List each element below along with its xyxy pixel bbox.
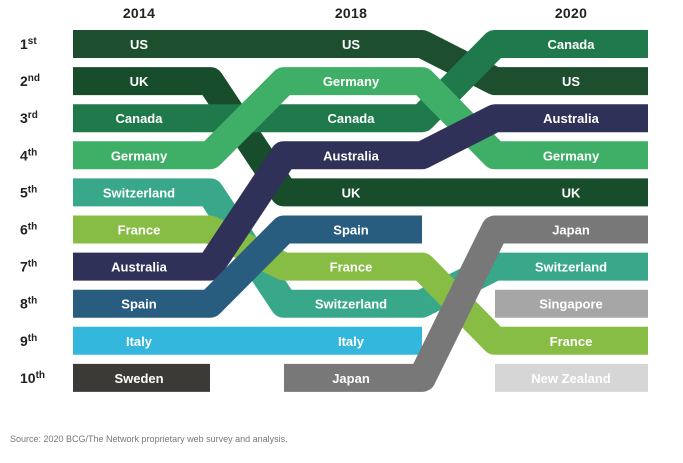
ribbon-switzerland bbox=[73, 178, 648, 318]
label-australia-2020: Australia bbox=[543, 111, 599, 126]
label-canada-2018: Canada bbox=[328, 111, 376, 126]
rank-label-6: 6th bbox=[20, 222, 37, 238]
label-spain-2018: Spain bbox=[333, 223, 368, 238]
series-labels: US US US UK UK UK Canada Canada Canada Germany Ger… bbox=[103, 37, 611, 386]
year-header-2018: 2018 bbox=[335, 5, 367, 21]
label-uk-2020: UK bbox=[562, 185, 581, 200]
ribbon-france bbox=[73, 215, 648, 355]
ribbon-us bbox=[73, 30, 648, 96]
label-us-2014: US bbox=[130, 37, 148, 52]
label-uk-2014: UK bbox=[130, 74, 149, 89]
label-switzerland-2018: Switzerland bbox=[315, 297, 387, 312]
label-sweden-2014: Sweden bbox=[114, 371, 163, 386]
rank-label-7: 7th bbox=[20, 259, 37, 275]
ribbon-australia bbox=[73, 104, 648, 281]
label-france-2020: France bbox=[550, 334, 593, 349]
label-france-2018: France bbox=[330, 260, 373, 275]
label-france-2014: France bbox=[118, 223, 161, 238]
label-canada-2020: Canada bbox=[548, 37, 596, 52]
label-australia-2014: Australia bbox=[111, 260, 167, 275]
source-note: Source: 2020 BCG/The Network proprietary… bbox=[10, 434, 288, 444]
label-germany-2018: Germany bbox=[323, 74, 380, 89]
rank-label-3: 3rd bbox=[20, 110, 38, 126]
label-italy-2014: Italy bbox=[126, 334, 153, 349]
year-header-2020: 2020 bbox=[555, 5, 587, 21]
label-japan-2020: Japan bbox=[552, 223, 590, 238]
label-new-zealand-2020: New Zealand bbox=[531, 371, 611, 386]
label-switzerland-2020: Switzerland bbox=[535, 260, 607, 275]
label-switzerland-2014: Switzerland bbox=[103, 185, 175, 200]
rank-labels: 1st 2nd 3rd 4th 5th 6th 7th 8th 9th 10th bbox=[20, 36, 45, 386]
year-header-2014: 2014 bbox=[123, 5, 155, 21]
rank-label-1: 1st bbox=[20, 36, 37, 52]
rank-label-4: 4th bbox=[20, 147, 37, 163]
rank-label-10: 10th bbox=[20, 370, 45, 386]
label-australia-2018: Australia bbox=[323, 148, 379, 163]
label-singapore-2020: Singapore bbox=[539, 297, 603, 312]
rank-label-8: 8th bbox=[20, 296, 37, 312]
rank-label-5: 5th bbox=[20, 184, 37, 200]
ribbon-uk bbox=[73, 67, 648, 207]
rank-label-9: 9th bbox=[20, 333, 37, 349]
label-germany-2020: Germany bbox=[543, 148, 600, 163]
label-italy-2018: Italy bbox=[338, 334, 365, 349]
label-canada-2014: Canada bbox=[116, 111, 164, 126]
label-germany-2014: Germany bbox=[111, 148, 168, 163]
ribbon-germany bbox=[73, 67, 648, 170]
label-us-2020: US bbox=[562, 74, 580, 89]
ribbon-spain bbox=[73, 215, 422, 318]
label-uk-2018: UK bbox=[342, 185, 361, 200]
ribbon-canada bbox=[73, 30, 648, 133]
series-ribbons bbox=[73, 30, 648, 392]
label-japan-2018: Japan bbox=[332, 371, 370, 386]
rank-label-2: 2nd bbox=[20, 73, 40, 89]
label-us-2018: US bbox=[342, 37, 360, 52]
label-spain-2014: Spain bbox=[121, 297, 156, 312]
ribbon-japan bbox=[284, 215, 648, 392]
year-headers: 2014 2018 2020 bbox=[123, 5, 587, 21]
